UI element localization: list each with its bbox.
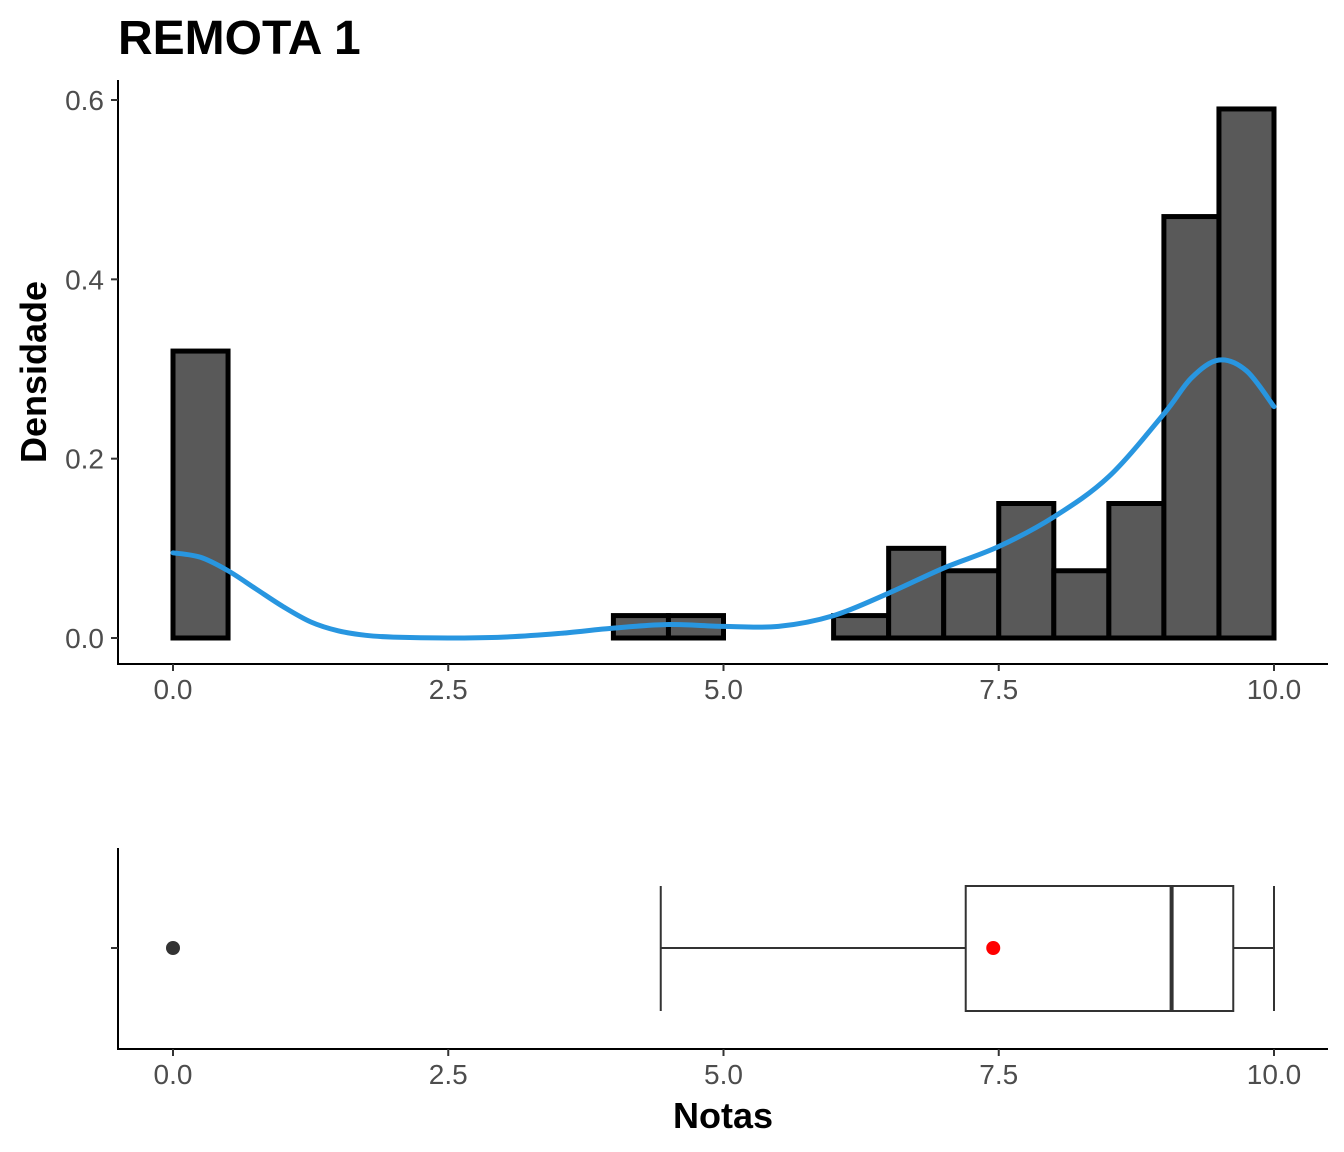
histogram-bar — [886, 545, 947, 641]
histogram-bar — [1161, 214, 1222, 641]
x-tick-label: 2.5 — [429, 1059, 468, 1090]
y-axis-title: Densidade — [13, 281, 54, 463]
histogram-bar — [941, 568, 1002, 641]
mean-point — [986, 941, 1001, 955]
histogram-bar — [831, 613, 892, 641]
x-tick-label: 0.0 — [154, 1059, 193, 1090]
x-tick-label: 2.5 — [429, 674, 468, 705]
histogram-bar — [170, 348, 231, 641]
histogram-bar — [1051, 568, 1112, 641]
histogram-x-ticks: 0.0 2.5 5.0 7.5 10.0 — [154, 664, 1302, 705]
x-tick-label: 5.0 — [704, 674, 743, 705]
x-tick-label: 10.0 — [1247, 1059, 1302, 1090]
histogram-bars — [170, 106, 1277, 641]
boxplot — [166, 885, 1275, 1012]
chart-title: REMOTA 1 — [118, 12, 361, 65]
box-iqr — [964, 885, 1235, 1012]
boxplot-x-ticks: 0.0 2.5 5.0 7.5 10.0 — [154, 1049, 1302, 1090]
x-tick-label: 7.5 — [979, 674, 1018, 705]
boxplot-panel: 0.0 2.5 5.0 7.5 10.0 Notas — [111, 848, 1328, 1136]
x-tick-label: 0.0 — [154, 674, 193, 705]
x-tick-label: 10.0 — [1247, 674, 1302, 705]
y-tick-label: 0.6 — [65, 85, 104, 116]
y-tick-label: 0.0 — [65, 623, 104, 654]
histogram-panel: 0.0 0.2 0.4 0.6 0.0 2.5 5.0 7.5 10.0 Densidade — [13, 80, 1328, 705]
outlier-point — [166, 941, 180, 955]
x-tick-label: 7.5 — [979, 1059, 1018, 1090]
x-tick-label: 5.0 — [704, 1059, 743, 1090]
y-tick-label: 0.4 — [65, 264, 104, 295]
histogram-y-ticks: 0.0 0.2 0.4 0.6 — [65, 85, 118, 654]
y-tick-label: 0.2 — [65, 444, 104, 475]
x-axis-title: Notas — [673, 1095, 773, 1136]
histogram-bar — [1106, 501, 1167, 641]
density-curve — [170, 357, 1277, 641]
histogram-bar — [996, 501, 1057, 641]
